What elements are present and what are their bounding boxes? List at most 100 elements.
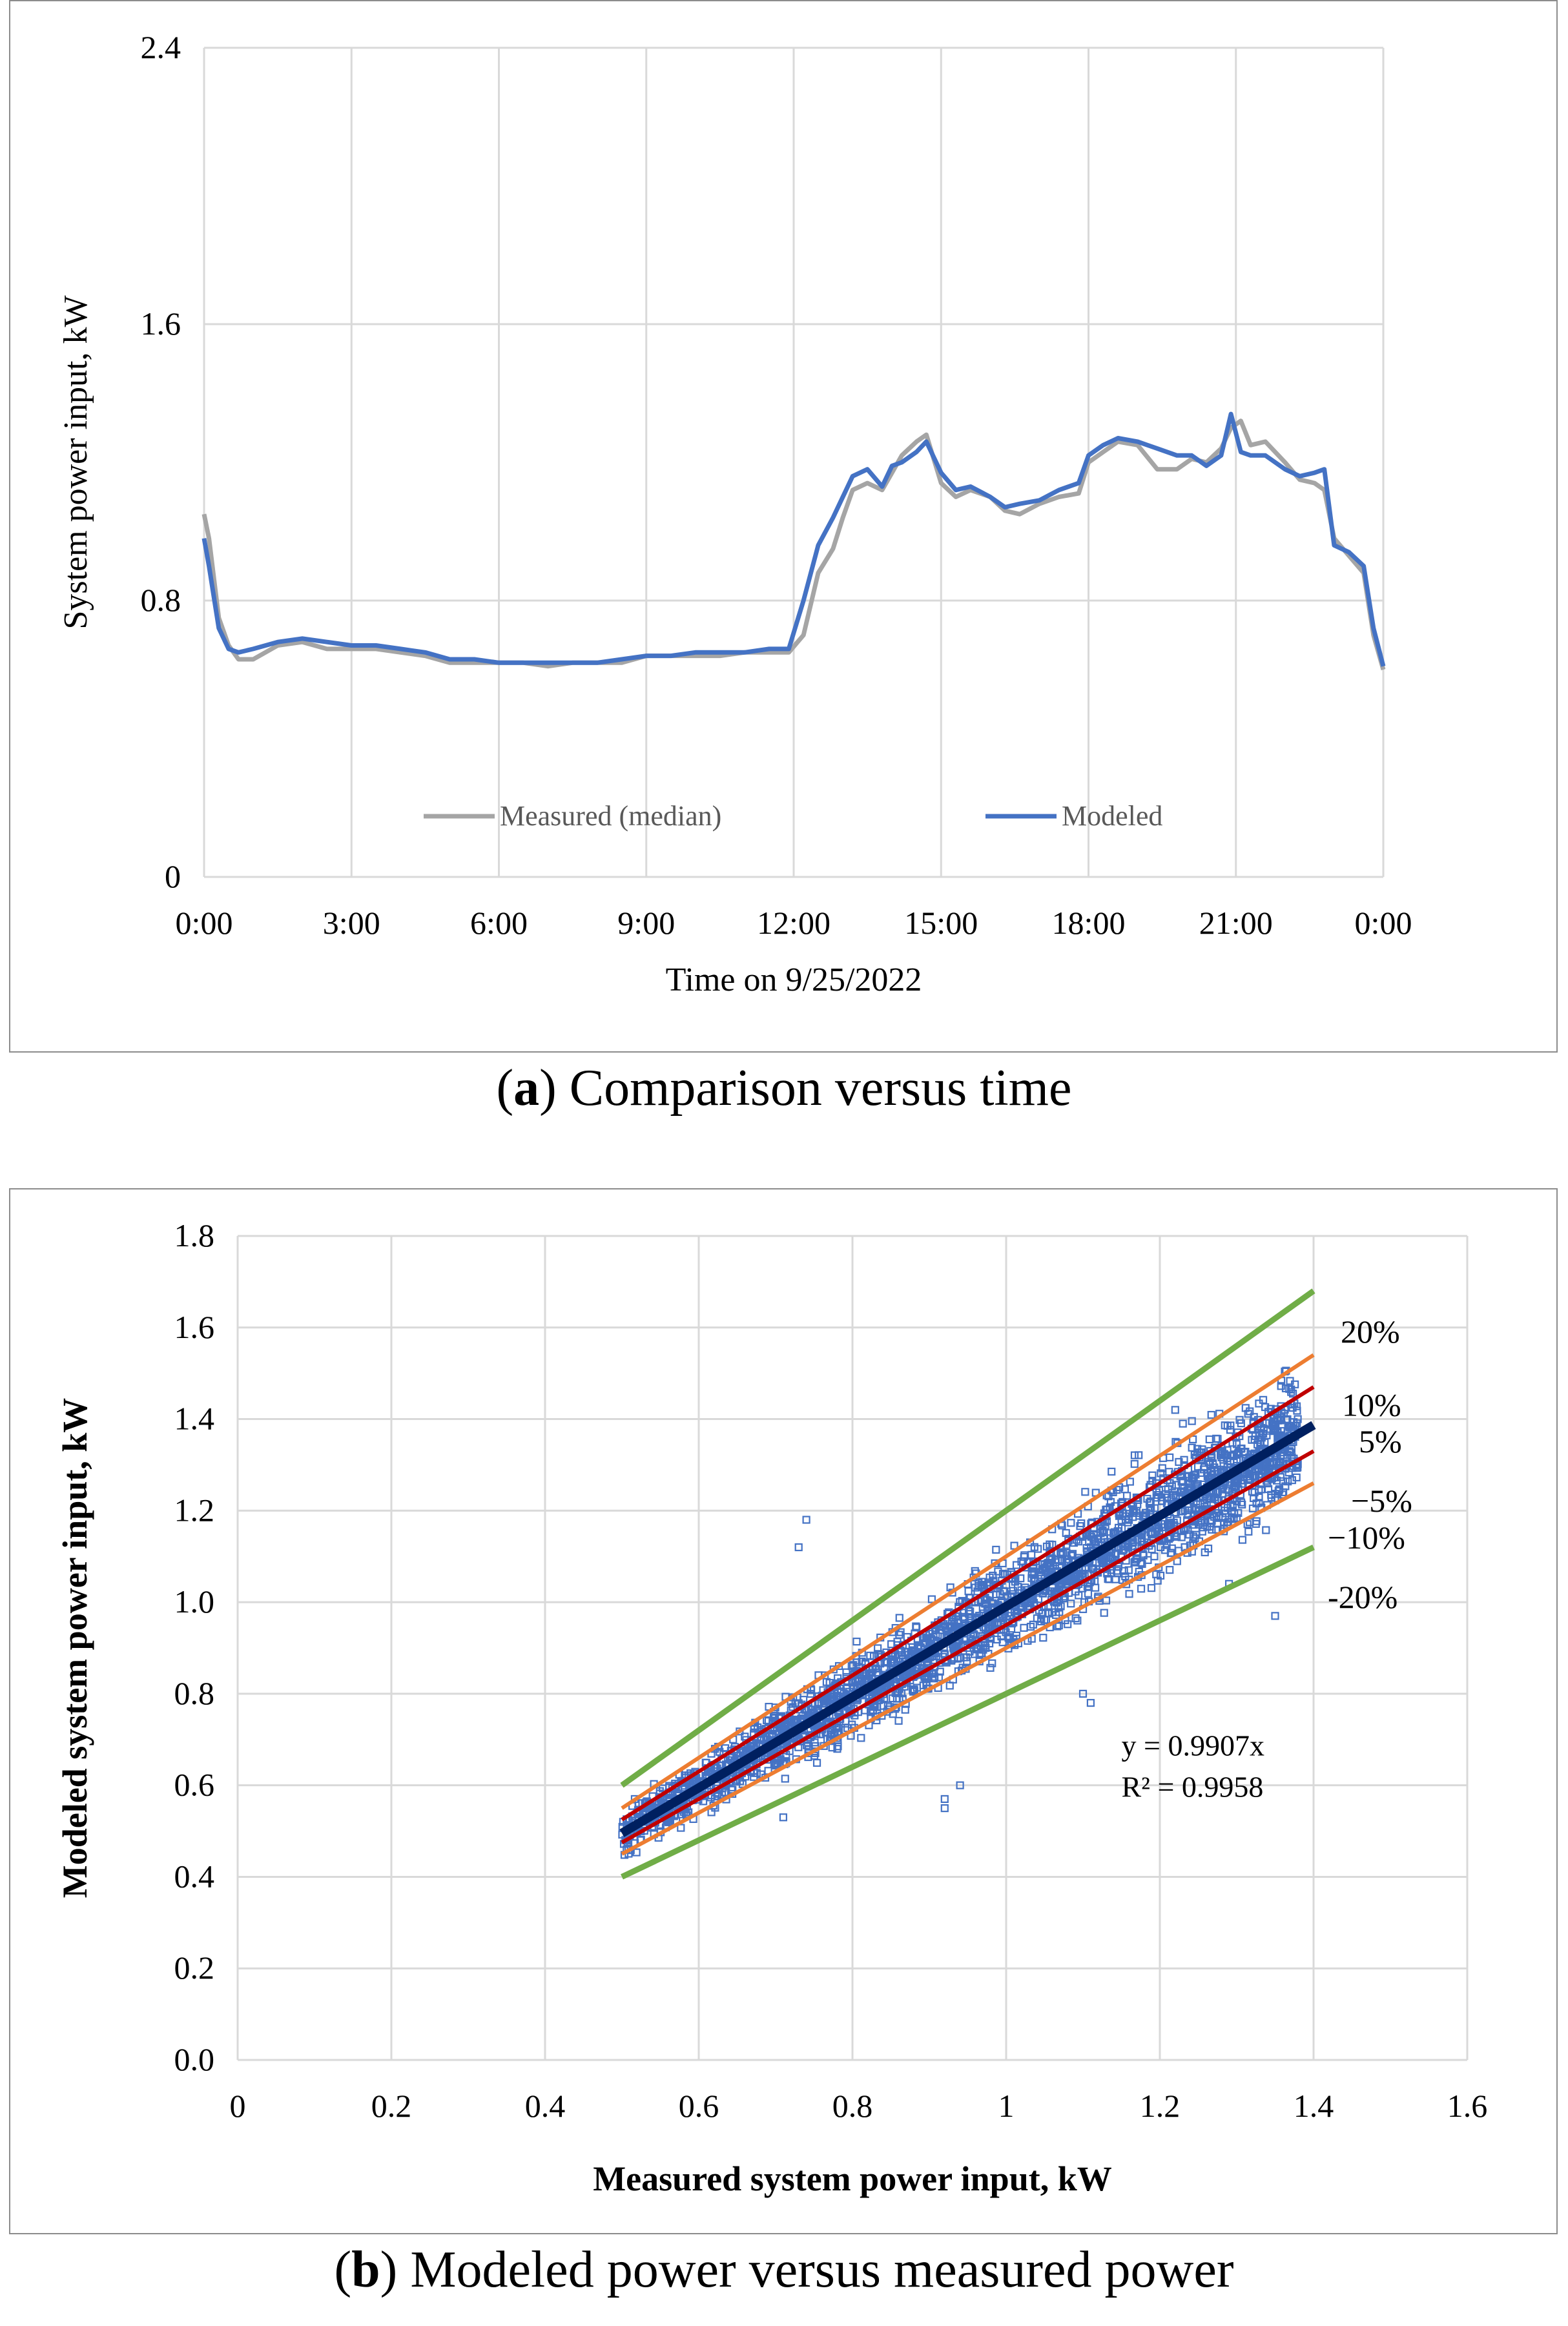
scatter-point [988, 1659, 996, 1667]
scatter-point [1044, 1609, 1052, 1618]
scatter-point [847, 1662, 856, 1671]
scatter-point [1292, 1402, 1301, 1410]
error-band-line [621, 1353, 1315, 1810]
scatter-point [978, 1605, 987, 1614]
scatter-point [1256, 1439, 1264, 1448]
scatter-point [1292, 1473, 1301, 1482]
caption-b: (b) Modeled power versus measured power [334, 2241, 1234, 2298]
scatter-point [1279, 1488, 1288, 1496]
scatter-point [940, 1795, 949, 1804]
scatter-point [1146, 1528, 1155, 1537]
scatter-point [975, 1581, 983, 1590]
scatter-point [1148, 1471, 1157, 1479]
scatter-point [956, 1654, 965, 1662]
scatter-point [1238, 1536, 1247, 1544]
y-tick-label: 2.4 [141, 29, 181, 65]
scatter-point [809, 1705, 817, 1714]
scatter-point [1044, 1558, 1053, 1567]
scatter-point [1213, 1435, 1222, 1443]
scatter-point [1248, 1436, 1256, 1444]
scatter-point [964, 1610, 973, 1618]
scatter-point [1171, 1481, 1181, 1489]
scatter-point [1067, 1600, 1075, 1608]
trendline-equation: y = 0.9907x [1122, 1729, 1264, 1762]
y-tick-label: 0.8 [141, 582, 181, 618]
scatter-point [1053, 1622, 1062, 1631]
scatter-point [907, 1667, 916, 1676]
y-tick-label: 1.6 [174, 1309, 215, 1345]
scatter-point [986, 1663, 995, 1672]
scatter-point [741, 1733, 749, 1741]
x-tick-label: 18:00 [1052, 905, 1126, 941]
scatter-point [1279, 1477, 1288, 1485]
scatter-point [1129, 1505, 1137, 1514]
scatter-point [1293, 1406, 1301, 1415]
caption-a-text: Comparison versus time [556, 1060, 1072, 1117]
x-tick-label: 0 [230, 2088, 246, 2124]
scatter-point [1173, 1532, 1181, 1541]
x-tick-label: 0.2 [371, 2088, 412, 2124]
scatter-point [1179, 1476, 1188, 1485]
scatter-point [1287, 1445, 1296, 1454]
scatter-point [1294, 1463, 1302, 1472]
error-band-label: −10% [1328, 1519, 1405, 1556]
scatter-point [1263, 1459, 1272, 1467]
scatter-point [1078, 1689, 1088, 1698]
scatter-point [632, 1848, 641, 1857]
scatter-point [999, 1587, 1008, 1595]
scatter-point [1062, 1558, 1071, 1566]
scatter-point [927, 1595, 936, 1603]
scatter-point [998, 1638, 1007, 1647]
scatter-point [1068, 1550, 1077, 1558]
scatter-point [858, 1678, 866, 1686]
scatter-point [1189, 1521, 1197, 1529]
scatter-point [1064, 1620, 1072, 1629]
scatter-point [1130, 1507, 1138, 1516]
scatter-point [1124, 1566, 1133, 1574]
scatter-point [1162, 1490, 1170, 1498]
scatter-point [736, 1777, 745, 1786]
scatter-point [1130, 1459, 1139, 1468]
scatter-point [1282, 1415, 1290, 1424]
scatter-point [848, 1678, 857, 1687]
scatter-point [1102, 1596, 1111, 1605]
scatter-point [865, 1670, 873, 1678]
scatter-point [1150, 1504, 1159, 1512]
y-axis-label: System power input, kW [57, 295, 94, 629]
scatter-point [1106, 1497, 1115, 1506]
scatter-point [1237, 1498, 1246, 1507]
scatter-point [833, 1724, 841, 1732]
scatter-point [772, 1762, 780, 1770]
scatter-point [1029, 1575, 1038, 1583]
scatter-point [936, 1626, 944, 1634]
error-band-label: 20% [1341, 1313, 1400, 1350]
error-band-label: −5% [1351, 1483, 1412, 1519]
scatter-point [1167, 1520, 1175, 1528]
scatter-point [975, 1650, 984, 1658]
scatter-point [989, 1571, 997, 1580]
trendline-r2: R² = 0.9958 [1122, 1770, 1264, 1803]
scatter-point [1179, 1419, 1187, 1428]
y-tick-label: 0.6 [174, 1767, 215, 1803]
scatter-point [956, 1781, 964, 1789]
scatter-point [1145, 1499, 1154, 1507]
x-tick-label: 6:00 [470, 905, 528, 941]
scatter-point [1171, 1406, 1179, 1414]
scatter-point [1034, 1545, 1042, 1553]
scatter-point [1059, 1594, 1068, 1603]
scatter-point [1206, 1495, 1215, 1503]
scatter-point [1262, 1526, 1270, 1534]
scatter-point [1072, 1569, 1081, 1578]
scatter-point [873, 1669, 882, 1677]
scatter-point [946, 1583, 954, 1592]
scatter-point [866, 1651, 874, 1660]
scatter-point [769, 1729, 777, 1738]
scatter-point [1142, 1508, 1150, 1517]
scatter-point [1252, 1499, 1261, 1508]
scatter-point [1135, 1451, 1143, 1459]
scatter-point [1029, 1620, 1037, 1629]
scatter-point [894, 1689, 902, 1698]
x-tick-label: 3:00 [323, 905, 380, 941]
y-tick-label: 1.4 [174, 1401, 215, 1437]
scatter-point [923, 1659, 932, 1667]
